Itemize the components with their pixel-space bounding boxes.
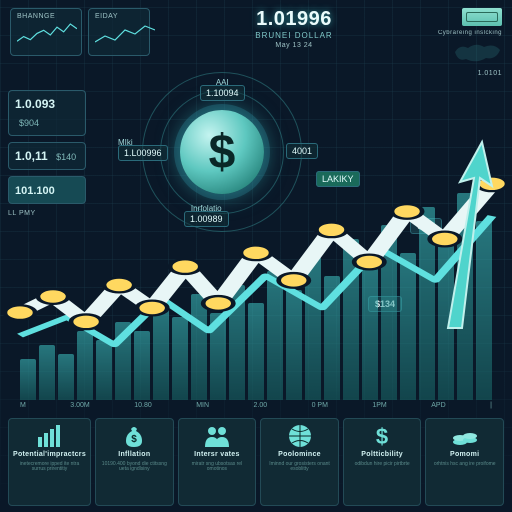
r1-big: 1.0.093 [15,97,55,111]
x-tick: 2.00 [254,402,268,409]
sparkline [17,22,77,46]
header-row: BHANNGE EIDAY 1.01996 BRUNEI DOLLAR May … [10,8,502,77]
left-row-2: 1.0,11 $140 [8,142,86,170]
x-axis-ticks: M 3.00M 10.80 MIN 2.00 0 PM 1PM APD | [20,402,492,409]
r2-big: 1.0,11 [15,149,48,163]
footer-card-title: Infllation [118,451,150,459]
footer-card[interactable]: Intersr vates miratr sng ubsotsas rel om… [178,418,257,506]
x-tick: 0 PM [312,402,328,409]
footer-card-desc: orhtnis hsc ang ire proifome [434,462,496,468]
x-tick: MIN [196,402,209,409]
footer-card[interactable]: $ Poltticbility odibdun hire picir pirtb… [343,418,422,506]
main-value: 1.01996 [156,8,432,31]
x-tick: APD [431,402,445,409]
bag-icon: $ [120,424,148,448]
footer-card[interactable]: Potential'impractcrs inetecremore ipped … [8,418,91,506]
x-tick: 10.80 [134,402,152,409]
day-label: EIDAY [95,13,143,20]
main-caption: BRUNEI DOLLAR [156,31,432,40]
main-value-block: 1.01996 BRUNEI DOLLAR May 13 24 [156,8,432,49]
footer-card[interactable]: Pomomi orhtnis hsc ang ire proifome [425,418,504,506]
globe-icon [286,424,314,448]
footer-card-desc: odibdun hire picir pirtbrte [355,462,410,468]
footer-card-title: Pomomi [450,451,479,459]
callout-left: MIki 1.L00996 [118,138,168,158]
callout-top-val: 1.10094 [200,85,245,101]
footer-cards: Potential'impractcrs inetecremore ipped … [8,418,504,506]
r1-small: $904 [19,118,39,128]
trend-arrow-icon [438,138,498,338]
footer-card[interactable]: $ Infllation 10190.400 byond die ctitssn… [95,418,174,506]
footer-card-desc: 10190.400 byond die ctitssng ueta igndls… [100,462,169,473]
line-overlay [20,170,492,400]
left-row-1: 1.0.093 $904 [8,90,86,136]
footer-card-desc: miratr sng ubsotsas rel omotinos [183,462,252,473]
footer-card[interactable]: Poolomince Iminnd our grosisters onant e… [260,418,339,506]
x-tick: 1PM [372,402,386,409]
mini-val: 1.0101 [478,70,502,77]
footer-card-title: Poltticbility [361,451,403,459]
callout-right: 4001 [286,146,318,156]
footer-card-desc: Iminnd our grosisters onant esoblitty [265,462,334,473]
brand-label: BHANNGE [17,13,75,20]
svg-text:$: $ [132,434,138,445]
coins-icon [451,424,479,448]
people-icon [203,424,231,448]
world-map-icon [452,40,502,66]
callout-right-val: 4001 [286,143,318,159]
brand-panel: BHANNGE [10,8,82,56]
right-caption: Cybrareing inslcking [438,30,502,36]
dollar-icon: $ [368,424,396,448]
footer-card-title: Intersr vates [194,451,240,459]
corner-icons: Cybrareing inslcking 1.0101 [438,8,502,77]
footer-card-title: Potential'impractcrs [13,451,86,459]
banknote-icon [462,8,502,26]
date-label: May 13 24 [156,42,432,49]
footer-card-desc: inetecremore ipped ite ntra surrus prire… [13,462,86,473]
svg-text:$: $ [376,424,388,448]
sparkline-2 [95,22,155,46]
footer-card-title: Poolomince [278,451,321,459]
x-tick: | [490,402,492,409]
x-tick: M [20,402,26,409]
main-chart [20,170,492,400]
callout-top: AAI 1.10094 [200,78,245,98]
r2-small: $140 [56,152,76,162]
callout-left-val: 1.L00996 [118,145,168,161]
secondary-panel: EIDAY [88,8,150,56]
x-tick: 3.00M [70,402,89,409]
bars-icon [36,424,64,448]
